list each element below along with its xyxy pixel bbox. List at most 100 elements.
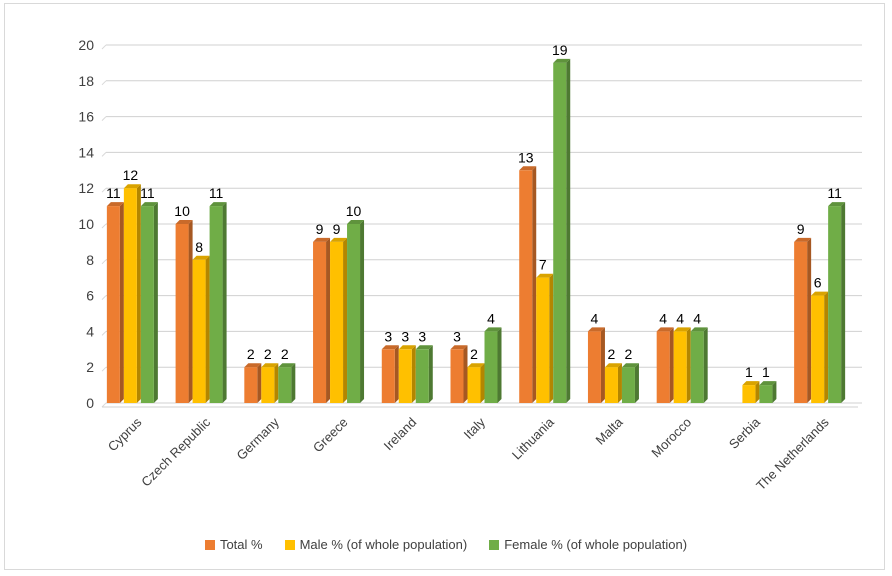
bar-top [313, 237, 331, 242]
data-label: 11 [209, 185, 224, 201]
bar-top [673, 327, 691, 332]
bar-side [222, 202, 227, 403]
bar-top [794, 237, 812, 242]
bar-side [549, 273, 554, 403]
bar-top [536, 273, 554, 278]
bar [673, 331, 687, 403]
bar-side [497, 327, 502, 403]
data-label: 3 [401, 328, 409, 344]
bar [381, 349, 395, 403]
y-tick-label: 8 [86, 252, 94, 268]
legend-swatch [284, 539, 295, 550]
data-label: 11 [140, 185, 155, 201]
bar-top [519, 166, 537, 171]
y-tick-label: 12 [78, 180, 94, 196]
bar-side [824, 291, 829, 403]
bar-top [278, 363, 296, 368]
bar-side [566, 58, 571, 404]
x-tick-label: Italy [461, 414, 489, 442]
bar-top [347, 220, 365, 224]
bar-top [140, 202, 158, 207]
gridline-depth [101, 402, 107, 408]
bar [330, 241, 344, 403]
bar-side [463, 345, 468, 403]
bar-top [381, 345, 399, 350]
gridline-depth [101, 187, 107, 193]
bar [347, 224, 361, 403]
bar-side [326, 237, 331, 403]
gridline-depth [101, 366, 107, 372]
bar [278, 367, 292, 403]
x-tick-label: The Netherlands [753, 414, 832, 493]
data-label: 3 [453, 328, 461, 344]
bar [621, 367, 635, 403]
bar-side [634, 363, 639, 403]
y-tick-label: 16 [78, 109, 94, 125]
bar-side [600, 327, 605, 403]
bar-top [106, 202, 124, 207]
bar-top [656, 327, 674, 332]
gridline-depth [101, 295, 107, 300]
bar [519, 170, 533, 403]
bar [742, 385, 756, 403]
gridline-depth [101, 80, 107, 86]
legend-label: Total % [219, 537, 263, 552]
bar-side [360, 220, 365, 403]
y-tick-label: 14 [78, 144, 94, 160]
bar [587, 331, 601, 403]
bar [313, 241, 327, 403]
data-label: 9 [333, 221, 341, 237]
data-label: 7 [539, 257, 547, 273]
bar-side [755, 381, 760, 403]
bar-top [690, 327, 708, 332]
bar-side [343, 237, 348, 403]
bar-side [841, 202, 846, 403]
gridline-depth [101, 116, 107, 121]
data-label: 4 [591, 310, 599, 326]
bar-top [209, 202, 227, 207]
data-label: 10 [346, 203, 362, 219]
x-tick-label: Cyprus [105, 414, 145, 454]
data-label: 2 [264, 346, 272, 362]
y-tick-label: 18 [78, 73, 94, 89]
legend-item: Female % (of whole population) [489, 537, 687, 552]
data-label: 13 [518, 149, 534, 165]
bar-side [703, 327, 708, 403]
y-axis: 0 2 4 6 8 10 12 14 16 18 20 [78, 37, 94, 411]
bars [106, 58, 846, 404]
y-tick-label: 2 [86, 359, 94, 375]
bar-top [759, 381, 777, 386]
bar-side [617, 363, 622, 403]
data-label: 4 [659, 310, 667, 326]
bar-top [330, 237, 348, 242]
legend-swatch [489, 539, 500, 550]
data-label: 9 [797, 221, 805, 237]
bar-side [205, 255, 210, 403]
data-label: 2 [470, 346, 478, 362]
x-tick-label: Ireland [381, 415, 420, 454]
data-label: 12 [123, 167, 139, 183]
bar [175, 224, 189, 403]
bar [604, 367, 618, 403]
x-tick-label: Malta [592, 414, 626, 448]
bar-top [604, 363, 622, 368]
bar [106, 206, 120, 403]
bar-side [411, 345, 416, 403]
data-label: 9 [316, 221, 324, 237]
bar-side [772, 381, 777, 403]
legend-item: Male % (of whole population) [284, 537, 467, 552]
data-label: 4 [693, 310, 701, 326]
gridline-depth [101, 44, 107, 50]
legend: Total % Male % (of whole population) Femal… [0, 537, 892, 552]
bar-top [261, 363, 279, 368]
y-tick-label: 10 [78, 216, 94, 232]
legend-label: Female % (of whole population) [504, 537, 688, 552]
bar-top [415, 345, 433, 350]
legend-swatch [204, 539, 215, 550]
legend-item: Total % [204, 537, 263, 552]
bar-side [394, 345, 399, 403]
data-label: 2 [625, 346, 633, 362]
